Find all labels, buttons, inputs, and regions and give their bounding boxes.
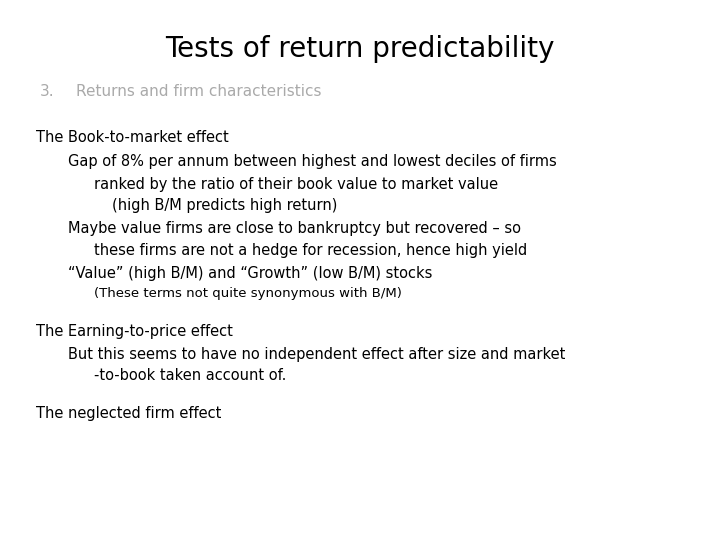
Text: ranked by the ratio of their book value to market value: ranked by the ratio of their book value … <box>94 177 498 192</box>
Text: But this seems to have no independent effect after size and market: But this seems to have no independent ef… <box>68 347 566 362</box>
Text: “Value” (high B/M) and “Growth” (low B/M) stocks: “Value” (high B/M) and “Growth” (low B/M… <box>68 266 433 281</box>
Text: Tests of return predictability: Tests of return predictability <box>166 35 554 63</box>
Text: The neglected firm effect: The neglected firm effect <box>36 406 221 421</box>
Text: Maybe value firms are close to bankruptcy but recovered – so: Maybe value firms are close to bankruptc… <box>68 221 521 237</box>
Text: (high B/M predicts high return): (high B/M predicts high return) <box>112 198 337 213</box>
Text: Returns and firm characteristics: Returns and firm characteristics <box>76 84 321 99</box>
Text: (These terms not quite synonymous with B/M): (These terms not quite synonymous with B… <box>94 287 402 300</box>
Text: Gap of 8% per annum between highest and lowest deciles of firms: Gap of 8% per annum between highest and … <box>68 154 557 169</box>
Text: these firms are not a hedge for recession, hence high yield: these firms are not a hedge for recessio… <box>94 243 527 258</box>
Text: 3.: 3. <box>40 84 54 99</box>
Text: The Book-to-market effect: The Book-to-market effect <box>36 130 229 145</box>
Text: -to-book taken account of.: -to-book taken account of. <box>94 368 286 383</box>
Text: The Earning-to-price effect: The Earning-to-price effect <box>36 324 233 339</box>
